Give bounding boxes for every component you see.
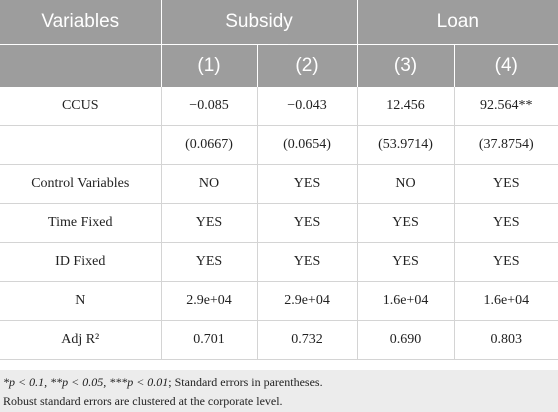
cell: 0.701 bbox=[161, 320, 258, 360]
significance-tail: ; Standard errors in parentheses. bbox=[168, 375, 323, 389]
header-col-3: (3) bbox=[357, 44, 455, 87]
footnote-significance: *p < 0.1, **p < 0.05, ***p < 0.01; Stand… bbox=[3, 373, 555, 392]
cell: YES bbox=[357, 242, 455, 282]
cell: −0.043 bbox=[257, 87, 358, 126]
header-variables: Variables bbox=[0, 0, 162, 45]
cell: 2.9e+04 bbox=[161, 281, 258, 321]
cell: NO bbox=[357, 164, 455, 204]
header-row-columns: (1) (2) (3) (4) bbox=[0, 44, 558, 87]
header-col-2: (2) bbox=[257, 44, 358, 87]
row-label bbox=[0, 125, 162, 165]
header-col-1: (1) bbox=[161, 44, 258, 87]
cell: 1.6e+04 bbox=[454, 281, 558, 321]
header-group-loan: Loan bbox=[357, 0, 558, 45]
table-row: (0.0667) (0.0654) (53.9714) (37.8754) bbox=[0, 125, 558, 165]
row-label: Time Fixed bbox=[0, 203, 162, 243]
table-row: Control Variables NO YES NO YES bbox=[0, 164, 558, 204]
cell: YES bbox=[454, 203, 558, 243]
cell: YES bbox=[454, 242, 558, 282]
cell: YES bbox=[454, 164, 558, 204]
cell: 12.456 bbox=[357, 87, 455, 126]
regression-table: Variables Subsidy Loan (1) (2) (3) (4) C… bbox=[0, 0, 558, 360]
cell: (37.8754) bbox=[454, 125, 558, 165]
row-label: Control Variables bbox=[0, 164, 162, 204]
cell: YES bbox=[257, 242, 358, 282]
cell: (0.0667) bbox=[161, 125, 258, 165]
cell: 0.803 bbox=[454, 320, 558, 360]
row-label: Adj R² bbox=[0, 320, 162, 360]
header-group-subsidy: Subsidy bbox=[161, 0, 358, 45]
header-col-4: (4) bbox=[454, 44, 558, 87]
row-label: CCUS bbox=[0, 87, 162, 126]
table-row: Adj R² 0.701 0.732 0.690 0.803 bbox=[0, 320, 558, 360]
cell: 0.690 bbox=[357, 320, 455, 360]
cell: 0.732 bbox=[257, 320, 358, 360]
cell: YES bbox=[161, 203, 258, 243]
table-row: N 2.9e+04 2.9e+04 1.6e+04 1.6e+04 bbox=[0, 281, 558, 321]
cell: YES bbox=[357, 203, 455, 243]
cell: YES bbox=[257, 164, 358, 204]
footnote-clustering: Robust standard errors are clustered at … bbox=[3, 394, 283, 408]
significance-levels: *p < 0.1, **p < 0.05, ***p < 0.01 bbox=[3, 375, 169, 389]
cell: 92.564** bbox=[454, 87, 558, 126]
cell: YES bbox=[257, 203, 358, 243]
table-row: Time Fixed YES YES YES YES bbox=[0, 203, 558, 243]
cell: 1.6e+04 bbox=[357, 281, 455, 321]
table-row: ID Fixed YES YES YES YES bbox=[0, 242, 558, 282]
cell: −0.085 bbox=[161, 87, 258, 126]
header-row-groups: Variables Subsidy Loan bbox=[0, 0, 558, 45]
table-row: CCUS −0.085 −0.043 12.456 92.564** bbox=[0, 87, 558, 126]
cell: (0.0654) bbox=[257, 125, 358, 165]
header-blank bbox=[0, 44, 162, 87]
table-footnotes: *p < 0.1, **p < 0.05, ***p < 0.01; Stand… bbox=[0, 370, 558, 412]
cell: (53.9714) bbox=[357, 125, 455, 165]
cell: YES bbox=[161, 242, 258, 282]
cell: NO bbox=[161, 164, 258, 204]
row-label: ID Fixed bbox=[0, 242, 162, 282]
cell: 2.9e+04 bbox=[257, 281, 358, 321]
row-label: N bbox=[0, 281, 162, 321]
